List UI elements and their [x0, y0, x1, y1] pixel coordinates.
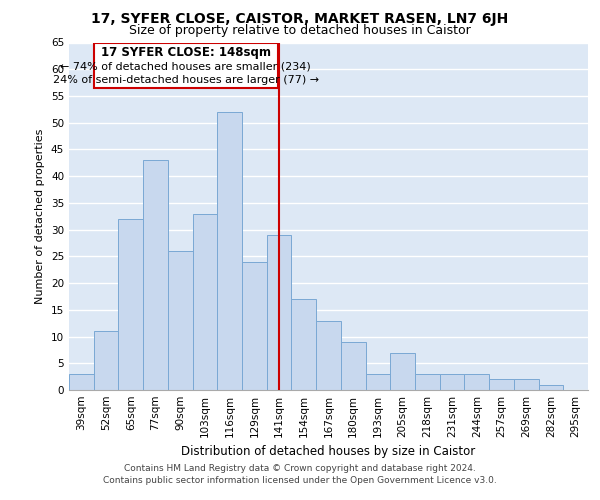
Text: 17 SYFER CLOSE: 148sqm: 17 SYFER CLOSE: 148sqm [101, 46, 271, 59]
Bar [69, 374, 94, 390]
Bar [118, 219, 143, 390]
Bar [143, 160, 168, 390]
Bar [168, 251, 193, 390]
Text: Size of property relative to detached houses in Caistor: Size of property relative to detached ho… [129, 24, 471, 37]
Bar [242, 262, 267, 390]
Bar [193, 214, 217, 390]
Bar [440, 374, 464, 390]
Bar [489, 380, 514, 390]
Bar [415, 374, 440, 390]
Bar [217, 112, 242, 390]
Bar [390, 352, 415, 390]
Bar [341, 342, 365, 390]
Bar [365, 374, 390, 390]
Bar [267, 235, 292, 390]
Bar [94, 331, 118, 390]
Bar [514, 380, 539, 390]
Bar [539, 384, 563, 390]
Text: Contains HM Land Registry data © Crown copyright and database right 2024.: Contains HM Land Registry data © Crown c… [124, 464, 476, 473]
Text: 17, SYFER CLOSE, CAISTOR, MARKET RASEN, LN7 6JH: 17, SYFER CLOSE, CAISTOR, MARKET RASEN, … [91, 12, 509, 26]
Bar [464, 374, 489, 390]
Bar [316, 320, 341, 390]
Text: 24% of semi-detached houses are larger (77) →: 24% of semi-detached houses are larger (… [53, 75, 319, 85]
Text: ← 74% of detached houses are smaller (234): ← 74% of detached houses are smaller (23… [61, 62, 311, 72]
Text: Contains public sector information licensed under the Open Government Licence v3: Contains public sector information licen… [103, 476, 497, 485]
X-axis label: Distribution of detached houses by size in Caistor: Distribution of detached houses by size … [181, 446, 476, 458]
Bar [292, 299, 316, 390]
Bar [94, 42, 278, 88]
Y-axis label: Number of detached properties: Number of detached properties [35, 128, 46, 304]
